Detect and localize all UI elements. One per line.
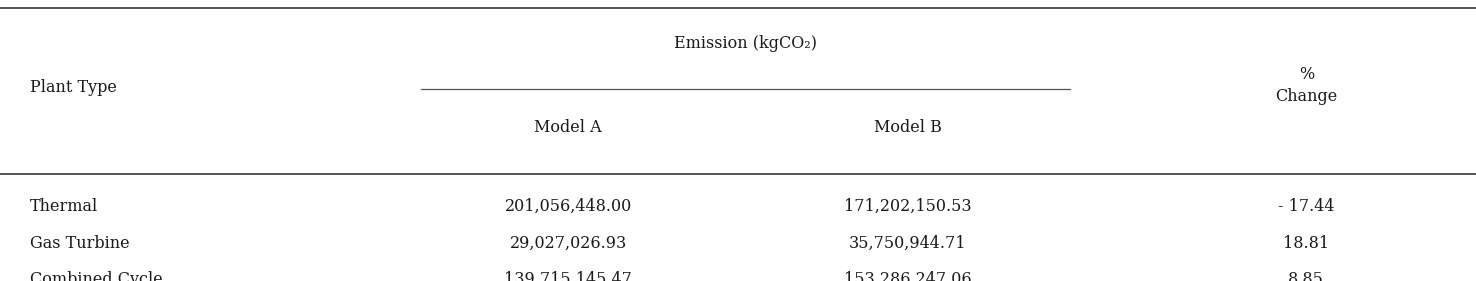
Text: Thermal: Thermal <box>30 198 97 215</box>
Text: Gas Turbine: Gas Turbine <box>30 235 128 251</box>
Text: 8.85: 8.85 <box>1289 271 1324 281</box>
Text: Model A: Model A <box>534 119 602 136</box>
Text: Emission (kgCO₂): Emission (kgCO₂) <box>675 35 816 52</box>
Text: 18.81: 18.81 <box>1283 235 1330 251</box>
Text: 153,286,247.06: 153,286,247.06 <box>844 271 971 281</box>
Text: Model B: Model B <box>874 119 942 136</box>
Text: 35,750,944.71: 35,750,944.71 <box>849 235 967 251</box>
Text: %
Change: % Change <box>1275 66 1337 105</box>
Text: 139,715,145.47: 139,715,145.47 <box>505 271 632 281</box>
Text: - 17.44: - 17.44 <box>1278 198 1334 215</box>
Text: Combined Cycle: Combined Cycle <box>30 271 162 281</box>
Text: 171,202,150.53: 171,202,150.53 <box>844 198 971 215</box>
Text: 201,056,448.00: 201,056,448.00 <box>505 198 632 215</box>
Text: Plant Type: Plant Type <box>30 79 117 96</box>
Text: 29,027,026.93: 29,027,026.93 <box>509 235 627 251</box>
